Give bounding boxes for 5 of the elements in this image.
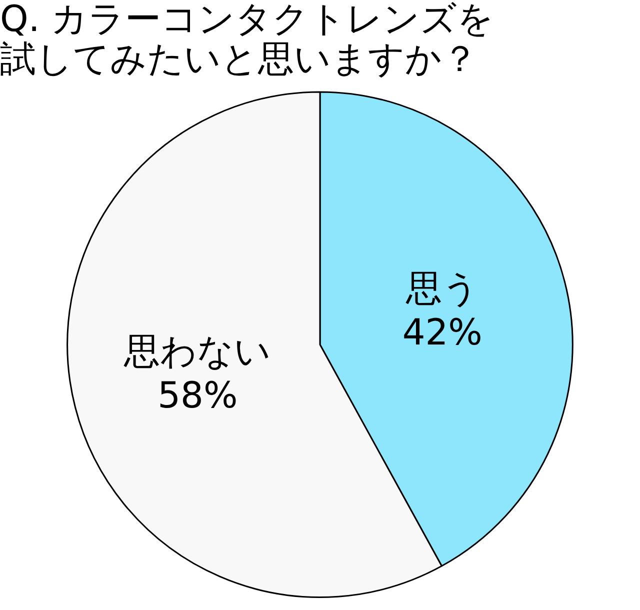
slice-label: 思わない — [123, 331, 272, 372]
slice-label: 思う — [404, 268, 479, 310]
chart-title: Q. カラーコンタクトレンズを試してみたいと思いますか？ — [0, 0, 494, 80]
data-label: 58% — [158, 375, 238, 416]
data-label: 42% — [402, 312, 482, 354]
